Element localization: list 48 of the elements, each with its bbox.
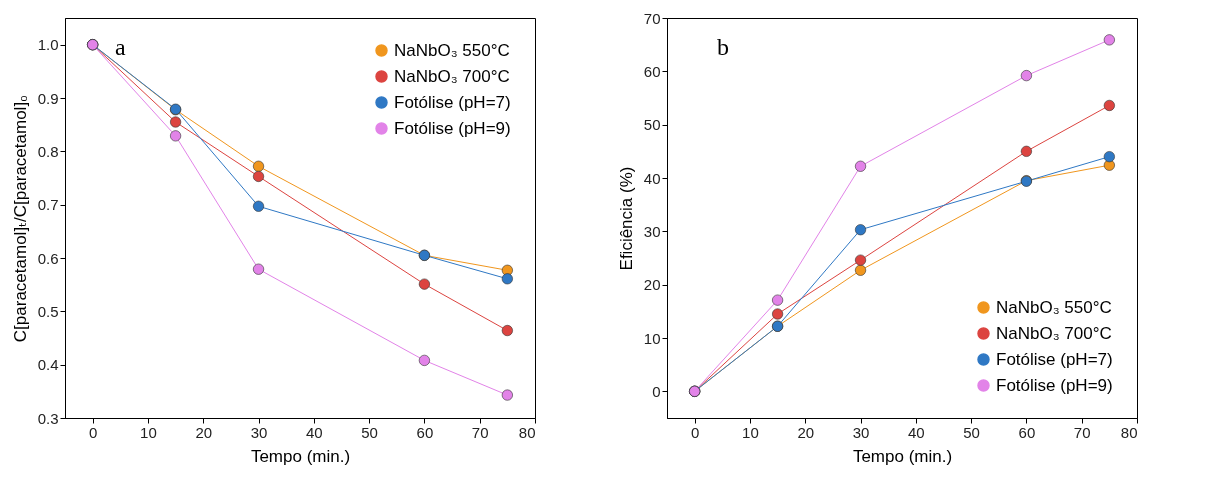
x-tick-label: 30 <box>852 423 870 441</box>
x-tick-label: 80 <box>1120 423 1138 441</box>
legend-label: NaNbO₃ 700°C <box>996 323 1112 343</box>
y-tick-label: 10 <box>643 329 661 347</box>
x-tick-label: 70 <box>1073 423 1091 441</box>
y-tick-label: 50 <box>643 116 661 134</box>
x-tick-label: 70 <box>471 423 489 441</box>
x-axis-title: Tempo (min.) <box>852 446 953 466</box>
x-tick-label: 50 <box>361 423 378 441</box>
y-tick-label: 0.9 <box>37 89 59 107</box>
x-tick-label: 0 <box>88 423 98 441</box>
x-tick-label: 0 <box>690 423 700 441</box>
y-tick-label: 0.6 <box>37 249 59 267</box>
y-tick-label: 0 <box>652 382 661 400</box>
y-tick-label: 40 <box>643 169 661 187</box>
y-tick-label: 0.5 <box>37 302 59 320</box>
x-tick-label: 20 <box>195 423 213 441</box>
y-axis-title: C[paracetamol]ₜ/C[paracetamol]₀ <box>10 94 30 343</box>
legend-label: NaNbO₃ 550°C <box>394 40 510 60</box>
x-tick-label: 50 <box>963 423 980 441</box>
x-tick-label: 10 <box>140 423 157 441</box>
x-axis-title: Tempo (min.) <box>250 446 351 466</box>
x-tick-label: 40 <box>305 423 323 441</box>
y-tick-label: 20 <box>643 276 661 294</box>
x-tick-label: 20 <box>797 423 815 441</box>
x-tick-label: 60 <box>416 423 434 441</box>
x-tick-label: 30 <box>250 423 268 441</box>
y-tick-label: 70 <box>643 9 661 27</box>
y-tick-label: 1.0 <box>37 36 59 54</box>
y-tick-label: 30 <box>643 222 661 240</box>
y-tick-label: 0.4 <box>37 356 59 374</box>
legend-label: NaNbO₃ 700°C <box>394 66 510 86</box>
x-tick-label: 10 <box>742 423 759 441</box>
x-tick-label: 40 <box>907 423 925 441</box>
annotation: a <box>115 34 126 60</box>
y-axis-title: Eficiência (%) <box>616 166 636 271</box>
y-tick-label: 0.7 <box>37 196 59 214</box>
legend-label: Fotólise (pH=7) <box>394 92 511 112</box>
x-tick-label: 80 <box>518 423 536 441</box>
y-tick-label: 0.8 <box>37 142 59 160</box>
legend-label: Fotólise (pH=9) <box>394 118 511 138</box>
x-tick-label: 60 <box>1018 423 1036 441</box>
legend-label: NaNbO₃ 550°C <box>996 297 1112 317</box>
y-tick-label: 0.3 <box>37 409 59 427</box>
legend-label: Fotólise (pH=9) <box>996 375 1113 395</box>
y-tick-label: 60 <box>643 62 661 80</box>
legend-label: Fotólise (pH=7) <box>996 349 1113 369</box>
annotation: b <box>717 34 729 60</box>
